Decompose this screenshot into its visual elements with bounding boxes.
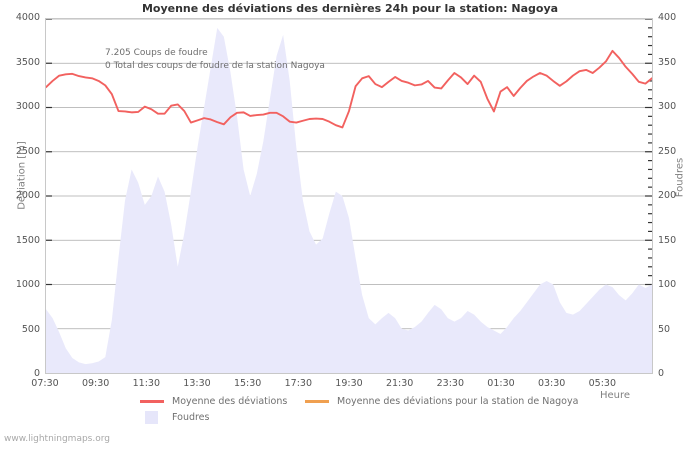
series-area-foudres bbox=[46, 27, 652, 373]
y-axis-left-tick-label: 4000 bbox=[15, 12, 40, 23]
x-axis-tick-label: 19:30 bbox=[335, 378, 363, 389]
plot-svg bbox=[46, 19, 652, 373]
y-axis-right-tick-label: 50 bbox=[658, 323, 671, 335]
legend-item-nagoya[interactable]: Moyenne des déviations pour la station d… bbox=[305, 396, 578, 407]
y-axis-left-label: Déviation [m] bbox=[16, 141, 28, 210]
legend-label-nagoya: Moyenne des déviations pour la station d… bbox=[337, 396, 579, 407]
x-axis-tick-label: 17:30 bbox=[284, 378, 313, 389]
series-line-deviations bbox=[46, 49, 652, 129]
y-axis-left-tick-label: 0 bbox=[33, 368, 40, 379]
x-axis-tick-label: 07:30 bbox=[31, 378, 59, 389]
y-axis-right-tick-label: 150 bbox=[658, 234, 677, 246]
y-axis-left-tick-label: 2500 bbox=[15, 145, 40, 157]
annotation-line-1: 7.205 Coups de foudre bbox=[105, 48, 208, 58]
x-axis-tick-label: 15:30 bbox=[233, 378, 262, 389]
x-axis-tick-label: 21:30 bbox=[385, 378, 414, 389]
legend-line-swatch-nagoya bbox=[305, 400, 329, 403]
y-axis-right-tick-label: 100 bbox=[658, 279, 677, 290]
legend-label-deviations: Moyenne des déviations bbox=[172, 396, 288, 407]
y-axis-left-tick-label: 1500 bbox=[15, 234, 40, 246]
chart-annotation: 7.205 Coups de foudre 0 Total des coups … bbox=[105, 47, 325, 73]
legend: Moyenne des déviations Moyenne des dévia… bbox=[0, 394, 700, 428]
y-axis-right-label: Foudres bbox=[674, 157, 686, 198]
legend-line-swatch-deviations bbox=[140, 400, 164, 403]
legend-label-foudres: Foudres bbox=[172, 412, 210, 423]
x-axis-tick-label: 05:30 bbox=[588, 378, 617, 389]
y-axis-left-tick-label: 2000 bbox=[15, 190, 40, 201]
y-axis-right-tick-label: 0 bbox=[658, 368, 665, 379]
y-axis-right-tick-label: 300 bbox=[658, 101, 677, 112]
x-axis-tick-label: 23:30 bbox=[436, 378, 465, 389]
x-axis-tick-label: 03:30 bbox=[537, 378, 566, 389]
y-axis-left-tick-label: 3000 bbox=[15, 101, 40, 112]
y-axis-right-tick-label: 200 bbox=[658, 190, 677, 201]
x-axis-tick-label: 01:30 bbox=[487, 378, 515, 389]
x-axis-tick-label: 11:30 bbox=[132, 378, 161, 389]
y-axis-left-tick-label: 500 bbox=[21, 323, 40, 335]
y-axis-left-tick-label: 3500 bbox=[15, 56, 40, 68]
annotation-line-2: 0 Total des coups de foudre de la statio… bbox=[105, 61, 325, 71]
y-axis-right-tick-label: 350 bbox=[658, 56, 677, 68]
legend-item-deviations[interactable]: Moyenne des déviations bbox=[140, 396, 287, 407]
y-axis-right-tick-label: 400 bbox=[658, 12, 677, 23]
x-axis-tick-label: 13:30 bbox=[183, 378, 211, 389]
legend-item-foudres[interactable]: Foudres bbox=[140, 411, 209, 424]
x-axis-tick-label: 09:30 bbox=[81, 378, 110, 389]
chart-title: Moyenne des déviations des dernières 24h… bbox=[141, 2, 559, 15]
x-axis-label: Heure bbox=[600, 390, 631, 401]
plot-area: 7.205 Coups de foudre 0 Total des coups … bbox=[45, 18, 653, 374]
y-axis-left-tick-label: 1000 bbox=[15, 279, 40, 290]
footer-url: www.lightningmaps.org bbox=[4, 434, 110, 444]
y-axis-right-tick-label: 250 bbox=[658, 145, 677, 157]
legend-area-swatch-foudres bbox=[145, 411, 158, 424]
